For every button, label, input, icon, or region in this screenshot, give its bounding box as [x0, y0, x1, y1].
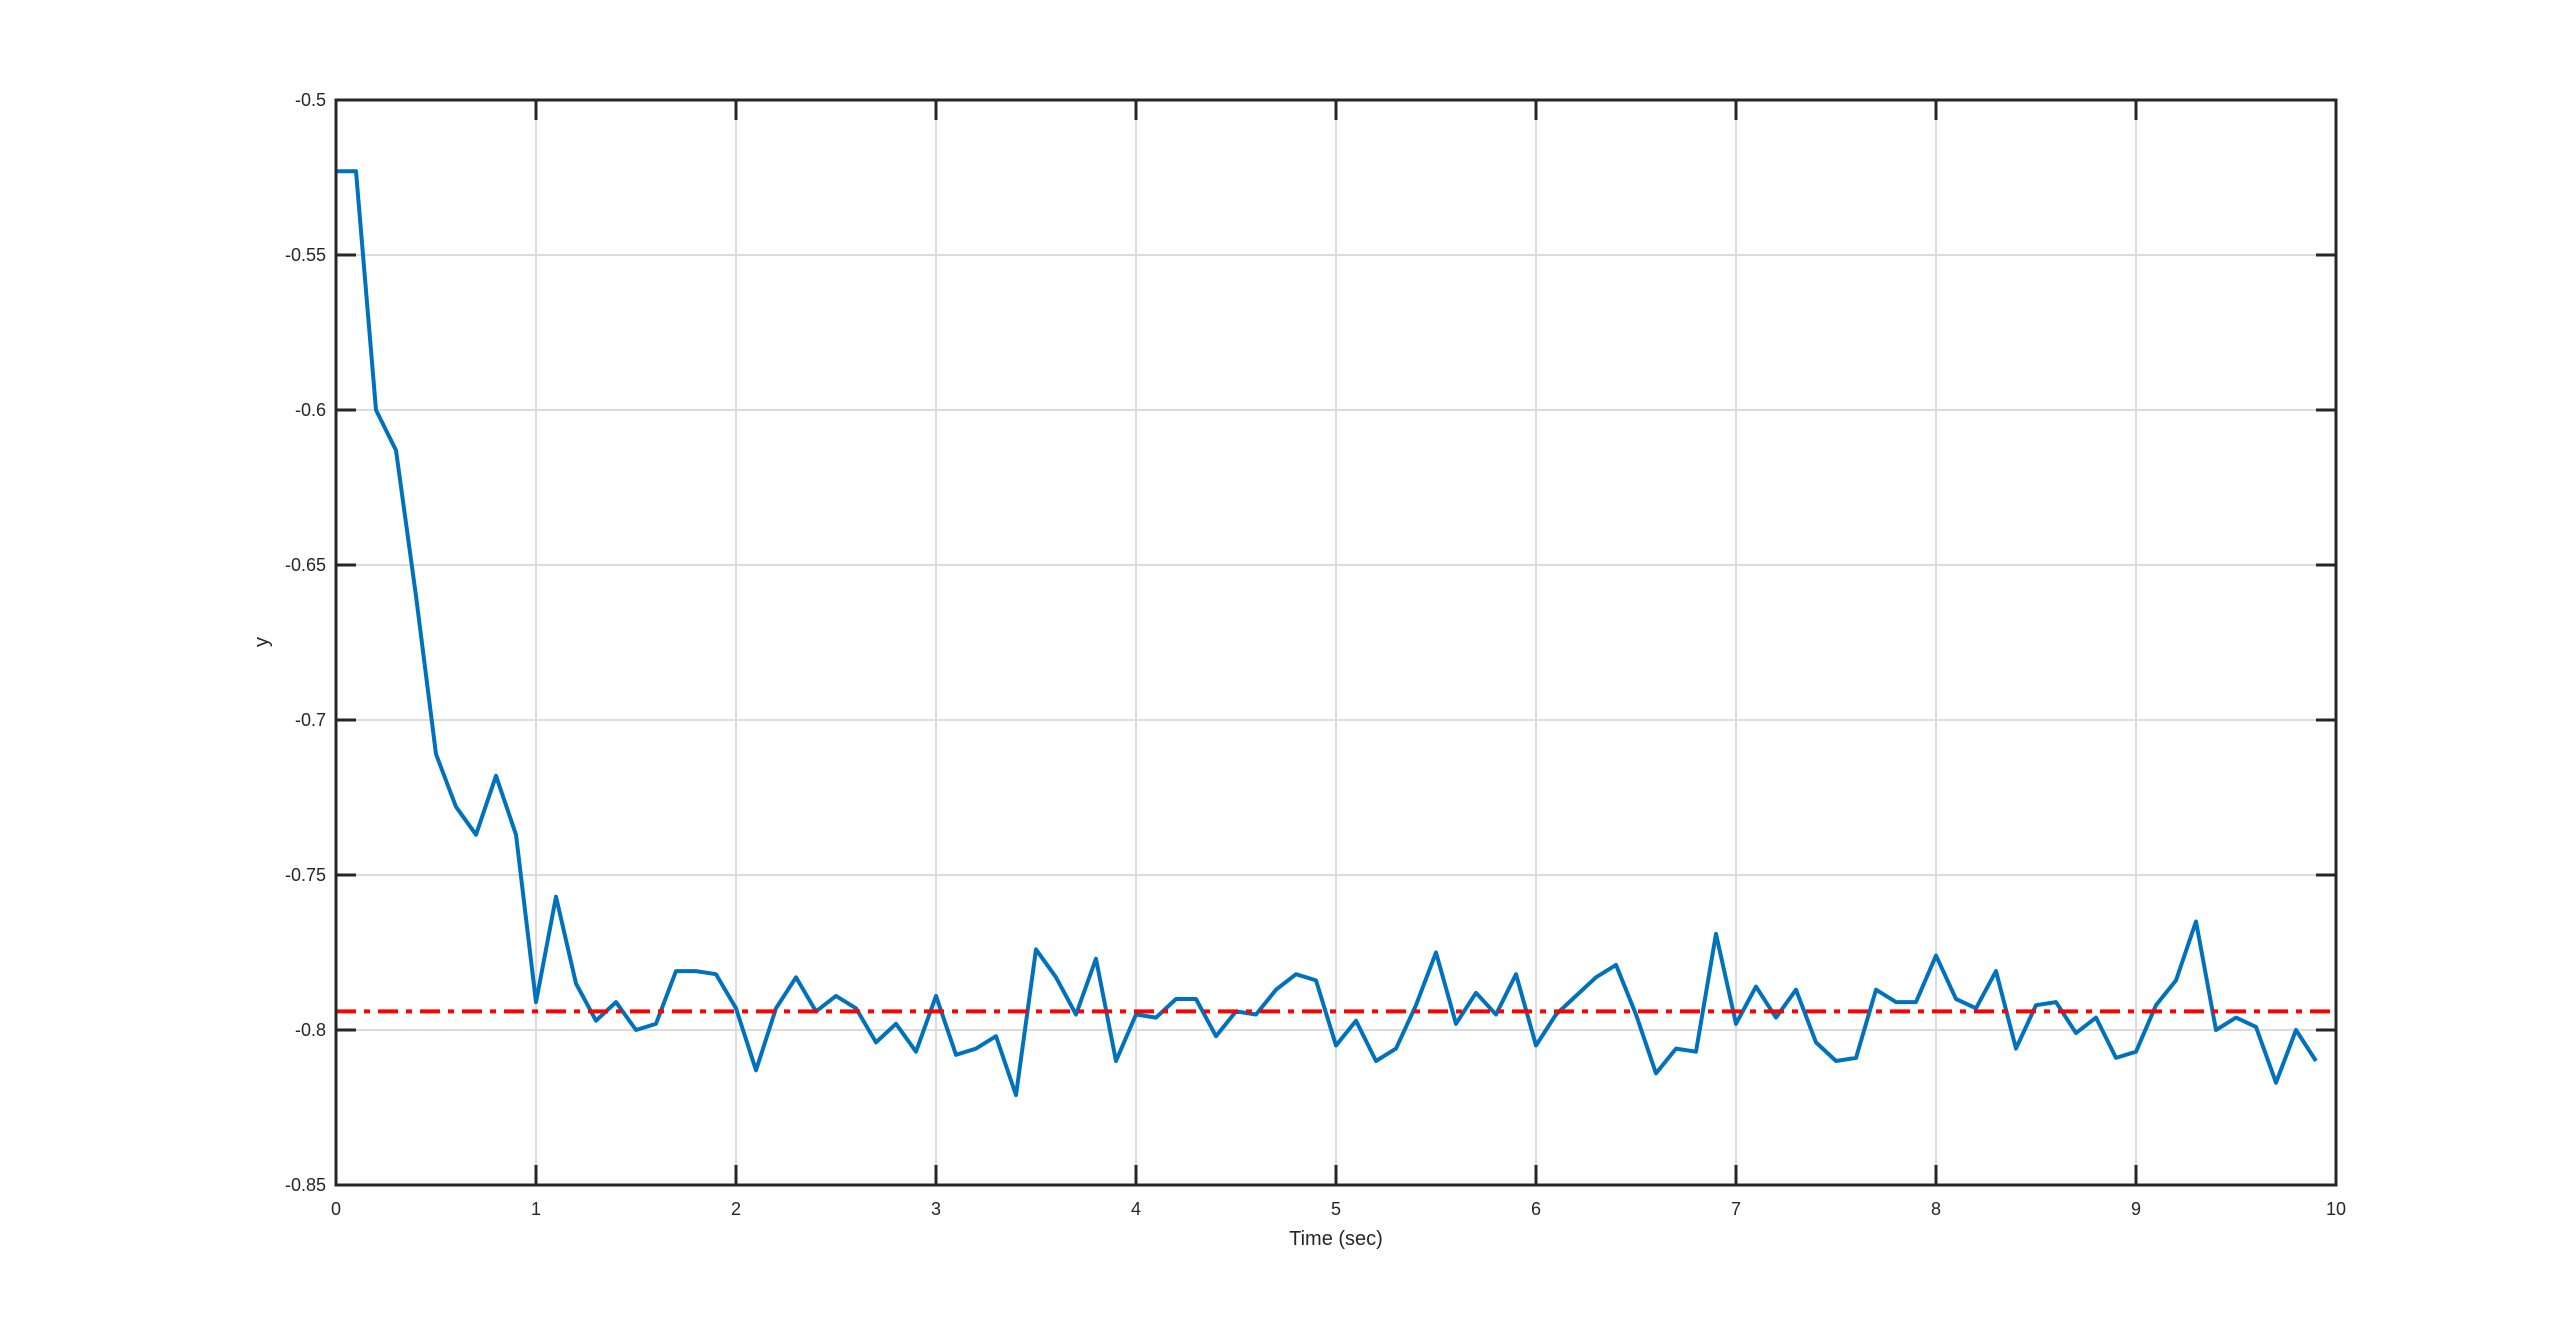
y-tick-label: -0.5	[295, 90, 326, 110]
x-axis-label: Time (sec)	[1289, 1228, 1383, 1250]
x-tick-label: 10	[2326, 1199, 2346, 1219]
data-series	[336, 169, 2336, 1098]
y-tick-label: -0.75	[285, 865, 326, 885]
response-line	[336, 169, 2318, 1098]
x-tick-label: 4	[1131, 1199, 1141, 1219]
y-tick-label: -0.6	[295, 400, 326, 420]
y-tick-label: -0.8	[295, 1020, 326, 1040]
y-tick-label: -0.65	[285, 555, 326, 575]
x-tick-label: 1	[531, 1199, 541, 1219]
x-tick-label: 5	[1331, 1199, 1341, 1219]
y-axis-label: y	[251, 637, 273, 647]
y-tick-label: -0.85	[285, 1175, 326, 1195]
x-tick-label: 2	[731, 1199, 741, 1219]
x-tick-label: 7	[1731, 1199, 1741, 1219]
tick-labels: 0 1 2 3 4 5 6 7 8 9 10 -0.5 -0.55 -0.6 -0.65 -0.7 -0.75 -…	[285, 90, 2346, 1219]
x-tick-label: 6	[1531, 1199, 1541, 1219]
y-tick-label: -0.55	[285, 245, 326, 265]
y-tick-label: -0.7	[295, 710, 326, 730]
tick-marks	[334, 98, 2338, 1187]
x-tick-label: 0	[331, 1199, 341, 1219]
x-tick-label: 8	[1931, 1199, 1941, 1219]
x-tick-label: 9	[2131, 1199, 2141, 1219]
x-tick-label: 3	[931, 1199, 941, 1219]
